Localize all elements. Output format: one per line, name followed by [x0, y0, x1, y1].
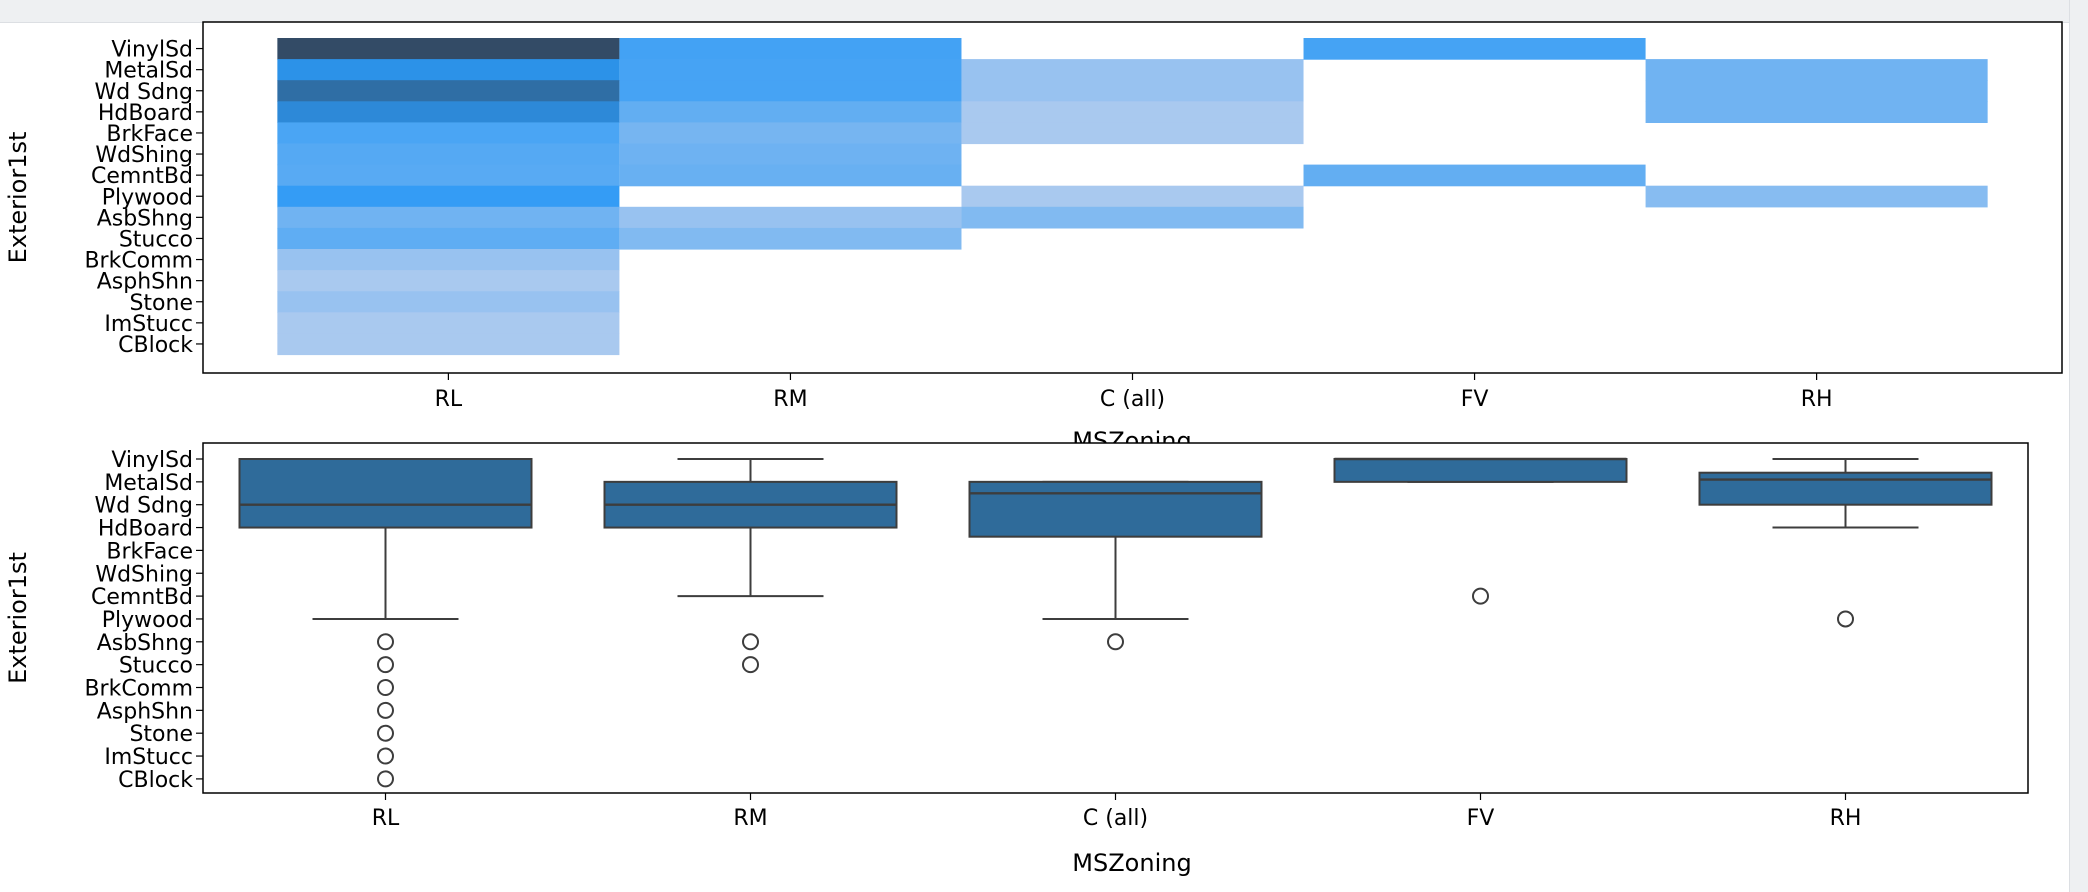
histogram-cell — [1645, 185, 1988, 208]
histogram-cell — [277, 80, 620, 102]
y-tick-label: BrkFace — [106, 539, 193, 564]
y-tick-label: Wd Sdng — [94, 80, 193, 105]
histogram-cell — [961, 101, 1304, 123]
y-tick-label: AsbShng — [97, 206, 193, 231]
histogram-cell — [619, 101, 962, 123]
outlier-point — [377, 701, 394, 719]
histogram-cell — [1303, 38, 1646, 60]
outlier-point — [1837, 610, 1854, 628]
histogram-cell — [961, 59, 1304, 81]
outlier-point — [1107, 633, 1124, 651]
y-tick-label: Stucco — [119, 654, 193, 679]
y-tick-label: CemntBd — [91, 164, 193, 189]
histogram-cell — [961, 122, 1304, 145]
x-tick-label: C (all) — [1100, 387, 1165, 412]
outlier-point — [377, 747, 394, 765]
y-tick-label: AsbShng — [97, 631, 193, 656]
histogram-cell — [619, 38, 962, 60]
x-tick-label: RM — [733, 806, 767, 831]
x-tick-label: RL — [372, 806, 400, 831]
y-tick-label: ImStucc — [104, 745, 193, 770]
y-tick-label: Stucco — [119, 227, 193, 252]
y-tick-label: MetalSd — [104, 59, 193, 84]
y-tick-label: BrkFace — [106, 122, 193, 147]
y-tick-label: Wd Sdng — [94, 494, 193, 519]
y-tick-label: VinylSd — [111, 448, 193, 473]
outlier-point — [742, 633, 759, 651]
y-tick-label: MetalSd — [104, 471, 193, 496]
histogram-cell — [277, 249, 620, 271]
histogram-cell — [619, 164, 962, 187]
histogram-cell — [277, 101, 620, 123]
histogram-cell — [277, 206, 620, 229]
histogram-cell — [277, 59, 620, 81]
histogram-cell — [1303, 164, 1646, 187]
outlier-point — [377, 724, 394, 742]
y-tick-label: VinylSd — [111, 38, 193, 63]
x-tick-label: RM — [773, 387, 807, 412]
outlier-point — [377, 679, 394, 696]
y-axis-label: Exterior1st — [4, 552, 32, 684]
y-tick-label: Stone — [129, 291, 193, 316]
histogram-cell — [961, 80, 1304, 102]
outlier-point — [377, 633, 394, 651]
y-tick-label: HdBoard — [98, 517, 193, 542]
histogram-cell — [619, 122, 962, 145]
x-tick-label: FV — [1461, 387, 1489, 412]
x-tick-label: RL — [435, 387, 463, 412]
histogram-cell — [277, 122, 620, 145]
histogram-cell — [277, 143, 620, 166]
x-axis-label: MSZoning — [1072, 849, 1191, 877]
histogram-cell — [961, 206, 1304, 229]
y-axis-label: Exterior1st — [4, 132, 32, 264]
box — [1333, 458, 1628, 483]
y-tick-label: WdShing — [95, 562, 193, 587]
y-tick-label: BrkComm — [84, 677, 193, 702]
histogram-cell — [619, 206, 962, 229]
histogram-cell — [277, 227, 620, 250]
histogram-cell — [619, 80, 962, 102]
x-tick-label: RH — [1801, 387, 1833, 412]
y-tick-label: Plywood — [102, 608, 193, 633]
histogram-cell — [277, 185, 620, 208]
histogram-cell — [277, 164, 620, 187]
box — [1698, 471, 1993, 506]
box — [968, 480, 1263, 538]
y-tick-label: WdShing — [95, 143, 193, 168]
box — [238, 458, 533, 529]
y-tick-label: Plywood — [102, 185, 193, 210]
histogram-cell — [619, 227, 962, 250]
y-tick-label: HdBoard — [98, 101, 193, 126]
window-scrollbar[interactable] — [2069, 0, 2088, 892]
histogram-cell — [1645, 80, 1988, 102]
histogram-cell — [277, 312, 620, 334]
y-tick-label: BrkComm — [84, 249, 193, 274]
histogram-cell — [1645, 59, 1988, 81]
outlier-point — [742, 656, 759, 674]
outlier-point — [377, 656, 394, 674]
histogram-cell — [277, 38, 620, 60]
y-tick-label: AsphShn — [97, 270, 193, 295]
histogram-cell — [277, 333, 620, 356]
histogram-cell — [277, 270, 620, 292]
histogram-cell — [619, 143, 962, 166]
y-tick-label: AsphShn — [97, 699, 193, 724]
y-tick-label: CBlock — [118, 768, 193, 793]
y-tick-label: Stone — [129, 722, 193, 747]
y-tick-label: ImStucc — [104, 312, 193, 337]
histogram-cell — [277, 291, 620, 313]
histogram-cell — [619, 59, 962, 81]
x-tick-label: C (all) — [1083, 806, 1148, 831]
x-tick-label: RH — [1830, 806, 1862, 831]
histogram-cell — [961, 185, 1304, 208]
x-tick-label: FV — [1467, 806, 1495, 831]
histogram-cell — [1645, 101, 1988, 123]
y-tick-label: CBlock — [118, 333, 193, 358]
outlier-point — [377, 770, 394, 788]
y-tick-label: CemntBd — [91, 585, 193, 610]
outlier-point — [1472, 587, 1489, 605]
